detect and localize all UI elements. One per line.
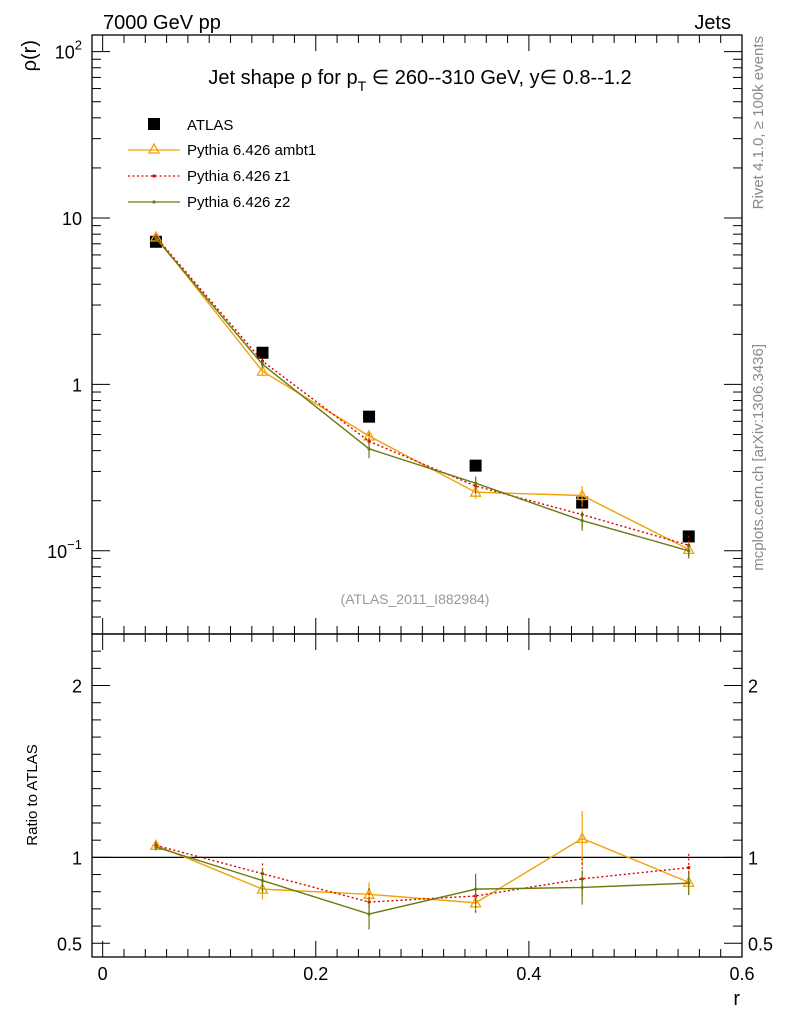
pythia-6-426-ambt1-ratio-marker	[576, 832, 589, 844]
y-tick-label: 10	[62, 209, 82, 229]
legend-ambt1-label: Pythia 6.426 ambt1	[187, 142, 316, 159]
pythia-6-426-z2-marker	[260, 362, 265, 366]
pythia-6-426-z2-line	[155, 237, 689, 552]
pythia-6-426-z2-ratio-marker	[260, 878, 265, 883]
ratio-y-tick-label: 0.5	[57, 934, 82, 954]
x-tick-label: 0.6	[729, 964, 754, 984]
pythia-6-426-ambt1-line	[155, 236, 690, 550]
pythia-6-426-z2-ratio-marker	[474, 887, 478, 891]
pythia-6-426-z1-ratio-line	[155, 844, 689, 903]
ratio-y-tick-label-right: 0.5	[748, 934, 773, 954]
chart-title-suffix: ∈ 260--310 GeV, y∈ 0.8--1.2	[366, 67, 631, 89]
ratio-y-tick-label: 2	[72, 677, 82, 697]
legend-z1-label: Pythia 6.426 z1	[187, 168, 290, 185]
pythia-6-426-ambt1-ratio-line	[155, 837, 689, 904]
ratio-y-tick-label-right: 1	[748, 848, 758, 868]
legend-z1-marker	[152, 174, 156, 178]
x-axis-label: r	[733, 988, 740, 1010]
x-tick-label: 0.2	[303, 964, 328, 984]
atlas-data-point	[256, 346, 269, 359]
legend-ambt1-marker	[147, 142, 161, 154]
y-tick-label-exponent: 2	[75, 38, 82, 53]
legend: ATLAS Pythia 6.426 ambt1 Pythia 6.426 z1…	[128, 117, 316, 211]
pythia-6-426-z2-ratio-marker	[580, 885, 584, 890]
header-beam-label: 7000 GeV pp	[103, 12, 221, 34]
atlas-data-point	[469, 459, 482, 472]
pythia-6-426-ambt1-marker	[469, 485, 482, 497]
pythia-6-426-z2-ratio-line	[155, 846, 689, 915]
pythia-6-426-z2-marker	[580, 518, 584, 523]
y-tick-label: 102	[55, 38, 82, 63]
pythia-6-426-z2-ratio-marker	[687, 881, 691, 885]
chart-title-subscript: T	[358, 78, 367, 94]
pythia-6-426-ambt1-marker	[576, 489, 589, 501]
pythia-6-426-z1-line	[155, 236, 689, 546]
analysis-tag: (ATLAS_2011_I882984)	[341, 591, 490, 607]
pythia-6-426-z2-ratio-marker	[367, 912, 371, 916]
pythia-6-426-z2-marker	[687, 549, 691, 553]
legend-z2-label: Pythia 6.426 z2	[187, 194, 290, 211]
y-tick-label-base: 10	[47, 542, 67, 562]
chart-title: Jet shape ρ for pT ∈ 260--310 GeV, y∈ 0.…	[208, 67, 631, 94]
x-tick-label: 0	[98, 964, 108, 984]
y-tick-label: 1	[72, 375, 82, 395]
rivet-version-label: Rivet 4.1.0, ≥ 100k events	[750, 36, 767, 209]
chart-title-prefix: Jet shape ρ for p	[208, 67, 357, 89]
y-tick-label: 10−1	[47, 537, 82, 562]
ratio-y-axis-label: Ratio to ATLAS	[24, 744, 41, 845]
y-tick-label-base: 1	[72, 375, 82, 395]
mcplots-reference-label: mcplots.cern.ch [arXiv:1306.3436]	[750, 344, 767, 571]
x-tick-label: 0.4	[516, 964, 541, 984]
pythia-6-426-ambt1-marker	[256, 364, 269, 376]
y-tick-label-exponent: −1	[67, 537, 82, 552]
pythia-6-426-z2-ratio-marker	[154, 845, 158, 849]
y-tick-label-base: 10	[62, 209, 82, 229]
ratio-y-tick-label: 1	[72, 848, 82, 868]
pythia-6-426-z2-marker	[154, 236, 158, 240]
main-panel-data	[149, 230, 695, 559]
ratio-panel-data	[149, 810, 695, 930]
header-process-label: Jets	[694, 12, 731, 34]
atlas-data-point	[149, 235, 162, 248]
atlas-data-point	[363, 410, 376, 423]
pythia-6-426-ambt1-ratio-marker	[256, 882, 269, 894]
legend-atlas-marker	[148, 118, 160, 130]
legend-z2-marker	[152, 200, 156, 204]
pythia-6-426-z2-marker	[474, 481, 478, 485]
ratio-panel-axes: 0 0.2 0.4 0.6 0.5 0.5 1 1 2 2	[57, 633, 773, 984]
legend-atlas-label: ATLAS	[187, 117, 233, 134]
main-y-axis-label: ρ(r)	[19, 40, 41, 71]
pythia-6-426-z2-marker	[367, 447, 371, 451]
ratio-y-tick-label-right: 2	[748, 677, 758, 697]
y-tick-label-base: 10	[55, 43, 75, 63]
ratio-panel-frame	[91, 633, 743, 958]
pythia-6-426-z1-ratio-marker	[687, 866, 691, 870]
